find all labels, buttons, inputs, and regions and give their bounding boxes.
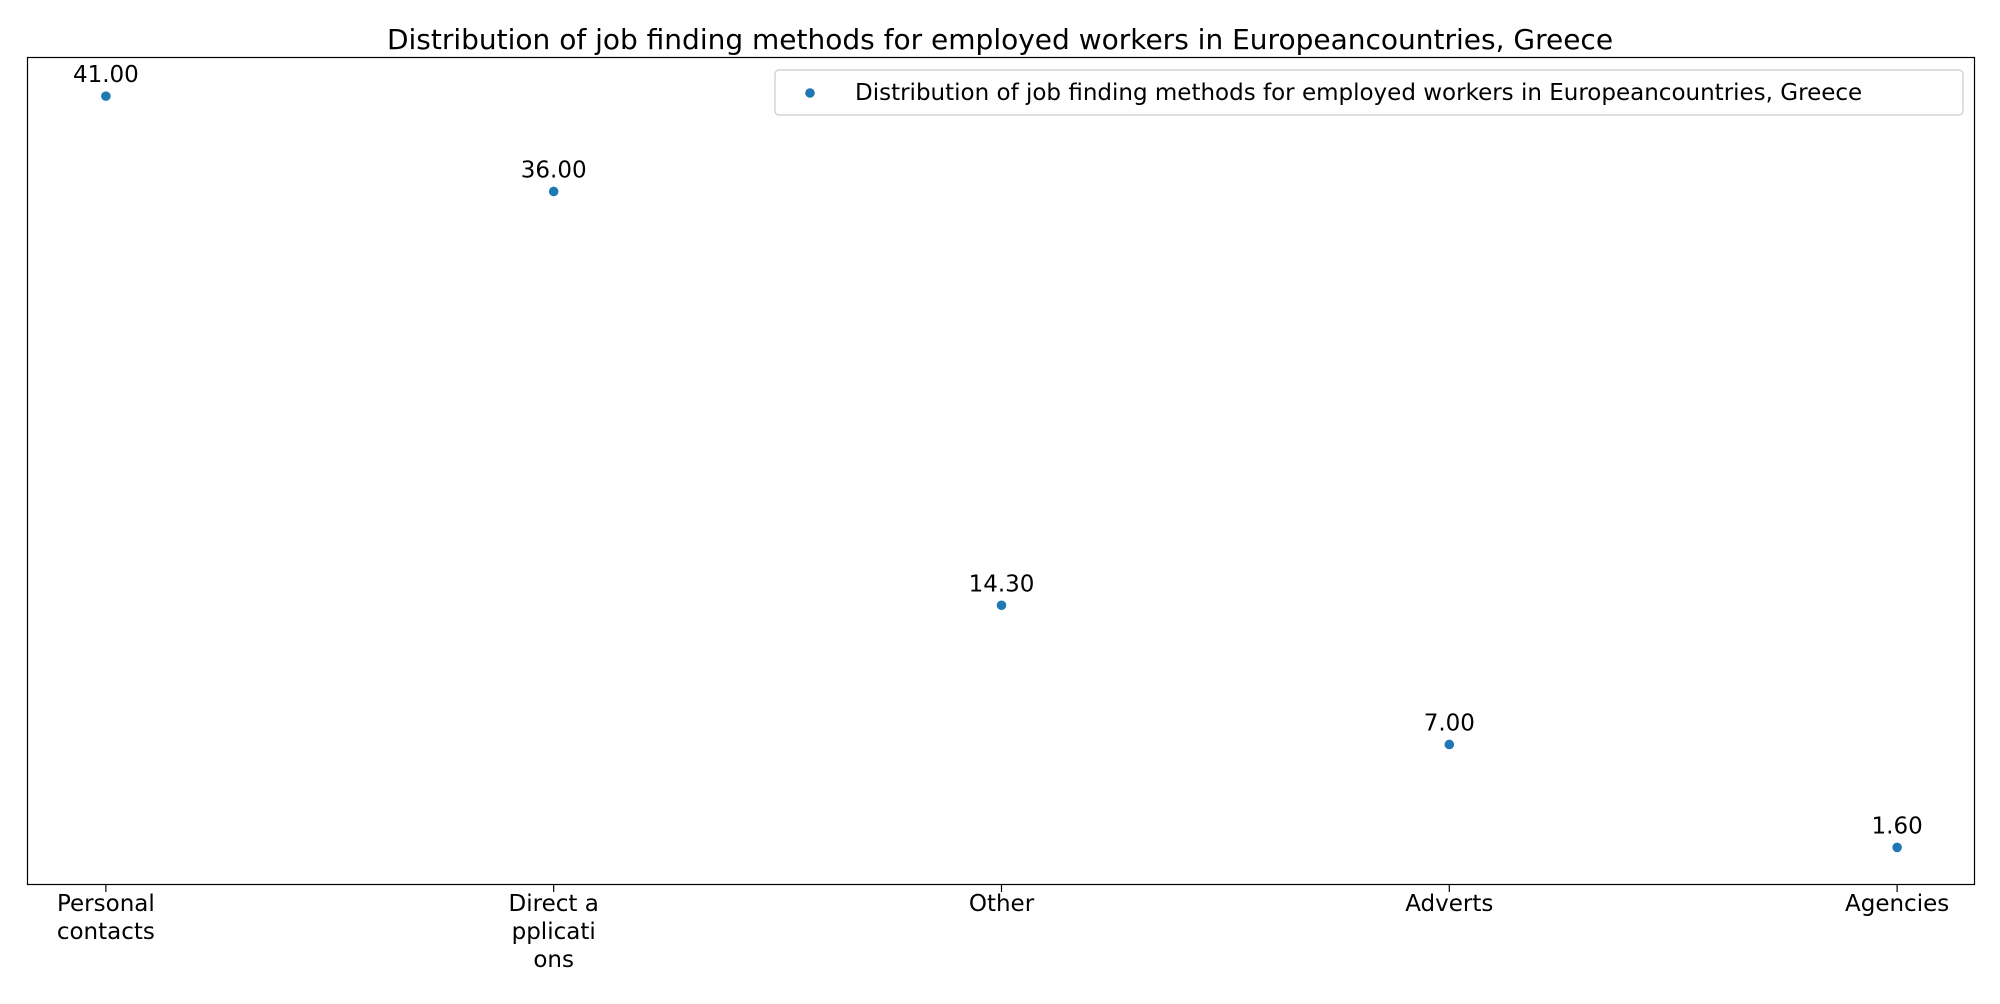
x-tick-label: Other xyxy=(969,891,1035,917)
x-tick-label-line: contacts xyxy=(57,919,155,945)
x-tick-label: Direct a pplicati ons xyxy=(509,891,599,973)
data-label: 14.30 xyxy=(969,571,1035,597)
x-tick-label-line: Agencies xyxy=(1845,891,1949,917)
legend-box xyxy=(774,69,1964,116)
legend-label: Distribution of job finding methods for … xyxy=(855,80,1862,106)
data-point xyxy=(548,186,559,197)
data-point xyxy=(996,600,1007,611)
x-tick-label-line: Adverts xyxy=(1405,891,1493,917)
x-axis: Personal contacts Direct a pplicati ons Other… xyxy=(57,885,1949,973)
legend: Distribution of job finding methods for … xyxy=(774,69,1964,116)
x-tick-label-line: pplicati xyxy=(512,919,596,945)
data-label: 7.00 xyxy=(1424,710,1475,736)
data-point xyxy=(101,91,111,101)
data-label: 36.00 xyxy=(521,157,587,183)
x-tick-label-line: Personal xyxy=(57,891,155,917)
chart-marks: 41.00 36.00 14.30 7.00 1.60 xyxy=(73,62,1923,853)
plot-area-frame xyxy=(26,56,1976,886)
x-tick-label: Personal contacts xyxy=(57,891,155,945)
data-point xyxy=(1892,842,1902,853)
data-point xyxy=(1444,739,1455,750)
legend-marker xyxy=(805,88,815,98)
data-label: 41.00 xyxy=(73,62,139,88)
x-tick-label: Adverts xyxy=(1405,891,1493,917)
x-tick-label-line: ons xyxy=(533,947,574,973)
x-tick-label-line: Direct a xyxy=(509,891,599,917)
x-tick-label-line: Other xyxy=(969,891,1035,917)
data-label: 1.60 xyxy=(1872,813,1923,839)
x-tick-label: Agencies xyxy=(1845,891,1949,917)
chart-title: Distribution of job finding methods for … xyxy=(387,23,1613,56)
